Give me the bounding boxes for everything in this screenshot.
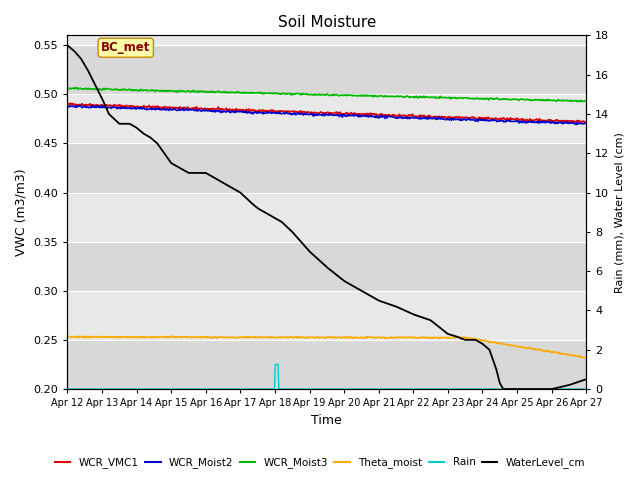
Y-axis label: Rain (mm), Water Level (cm): Rain (mm), Water Level (cm)	[615, 132, 625, 293]
Bar	[67, 144, 586, 192]
Bar	[67, 45, 586, 94]
Legend: WCR_VMC1, WCR_Moist2, WCR_Moist3, Theta_moist, Rain, WaterLevel_cm: WCR_VMC1, WCR_Moist2, WCR_Moist3, Theta_…	[51, 453, 589, 472]
Text: BC_met: BC_met	[101, 41, 150, 54]
X-axis label: Time: Time	[312, 414, 342, 427]
Bar	[67, 241, 586, 291]
Y-axis label: VWC (m3/m3): VWC (m3/m3)	[15, 168, 28, 256]
Bar	[67, 340, 586, 389]
Title: Soil Moisture: Soil Moisture	[278, 15, 376, 30]
